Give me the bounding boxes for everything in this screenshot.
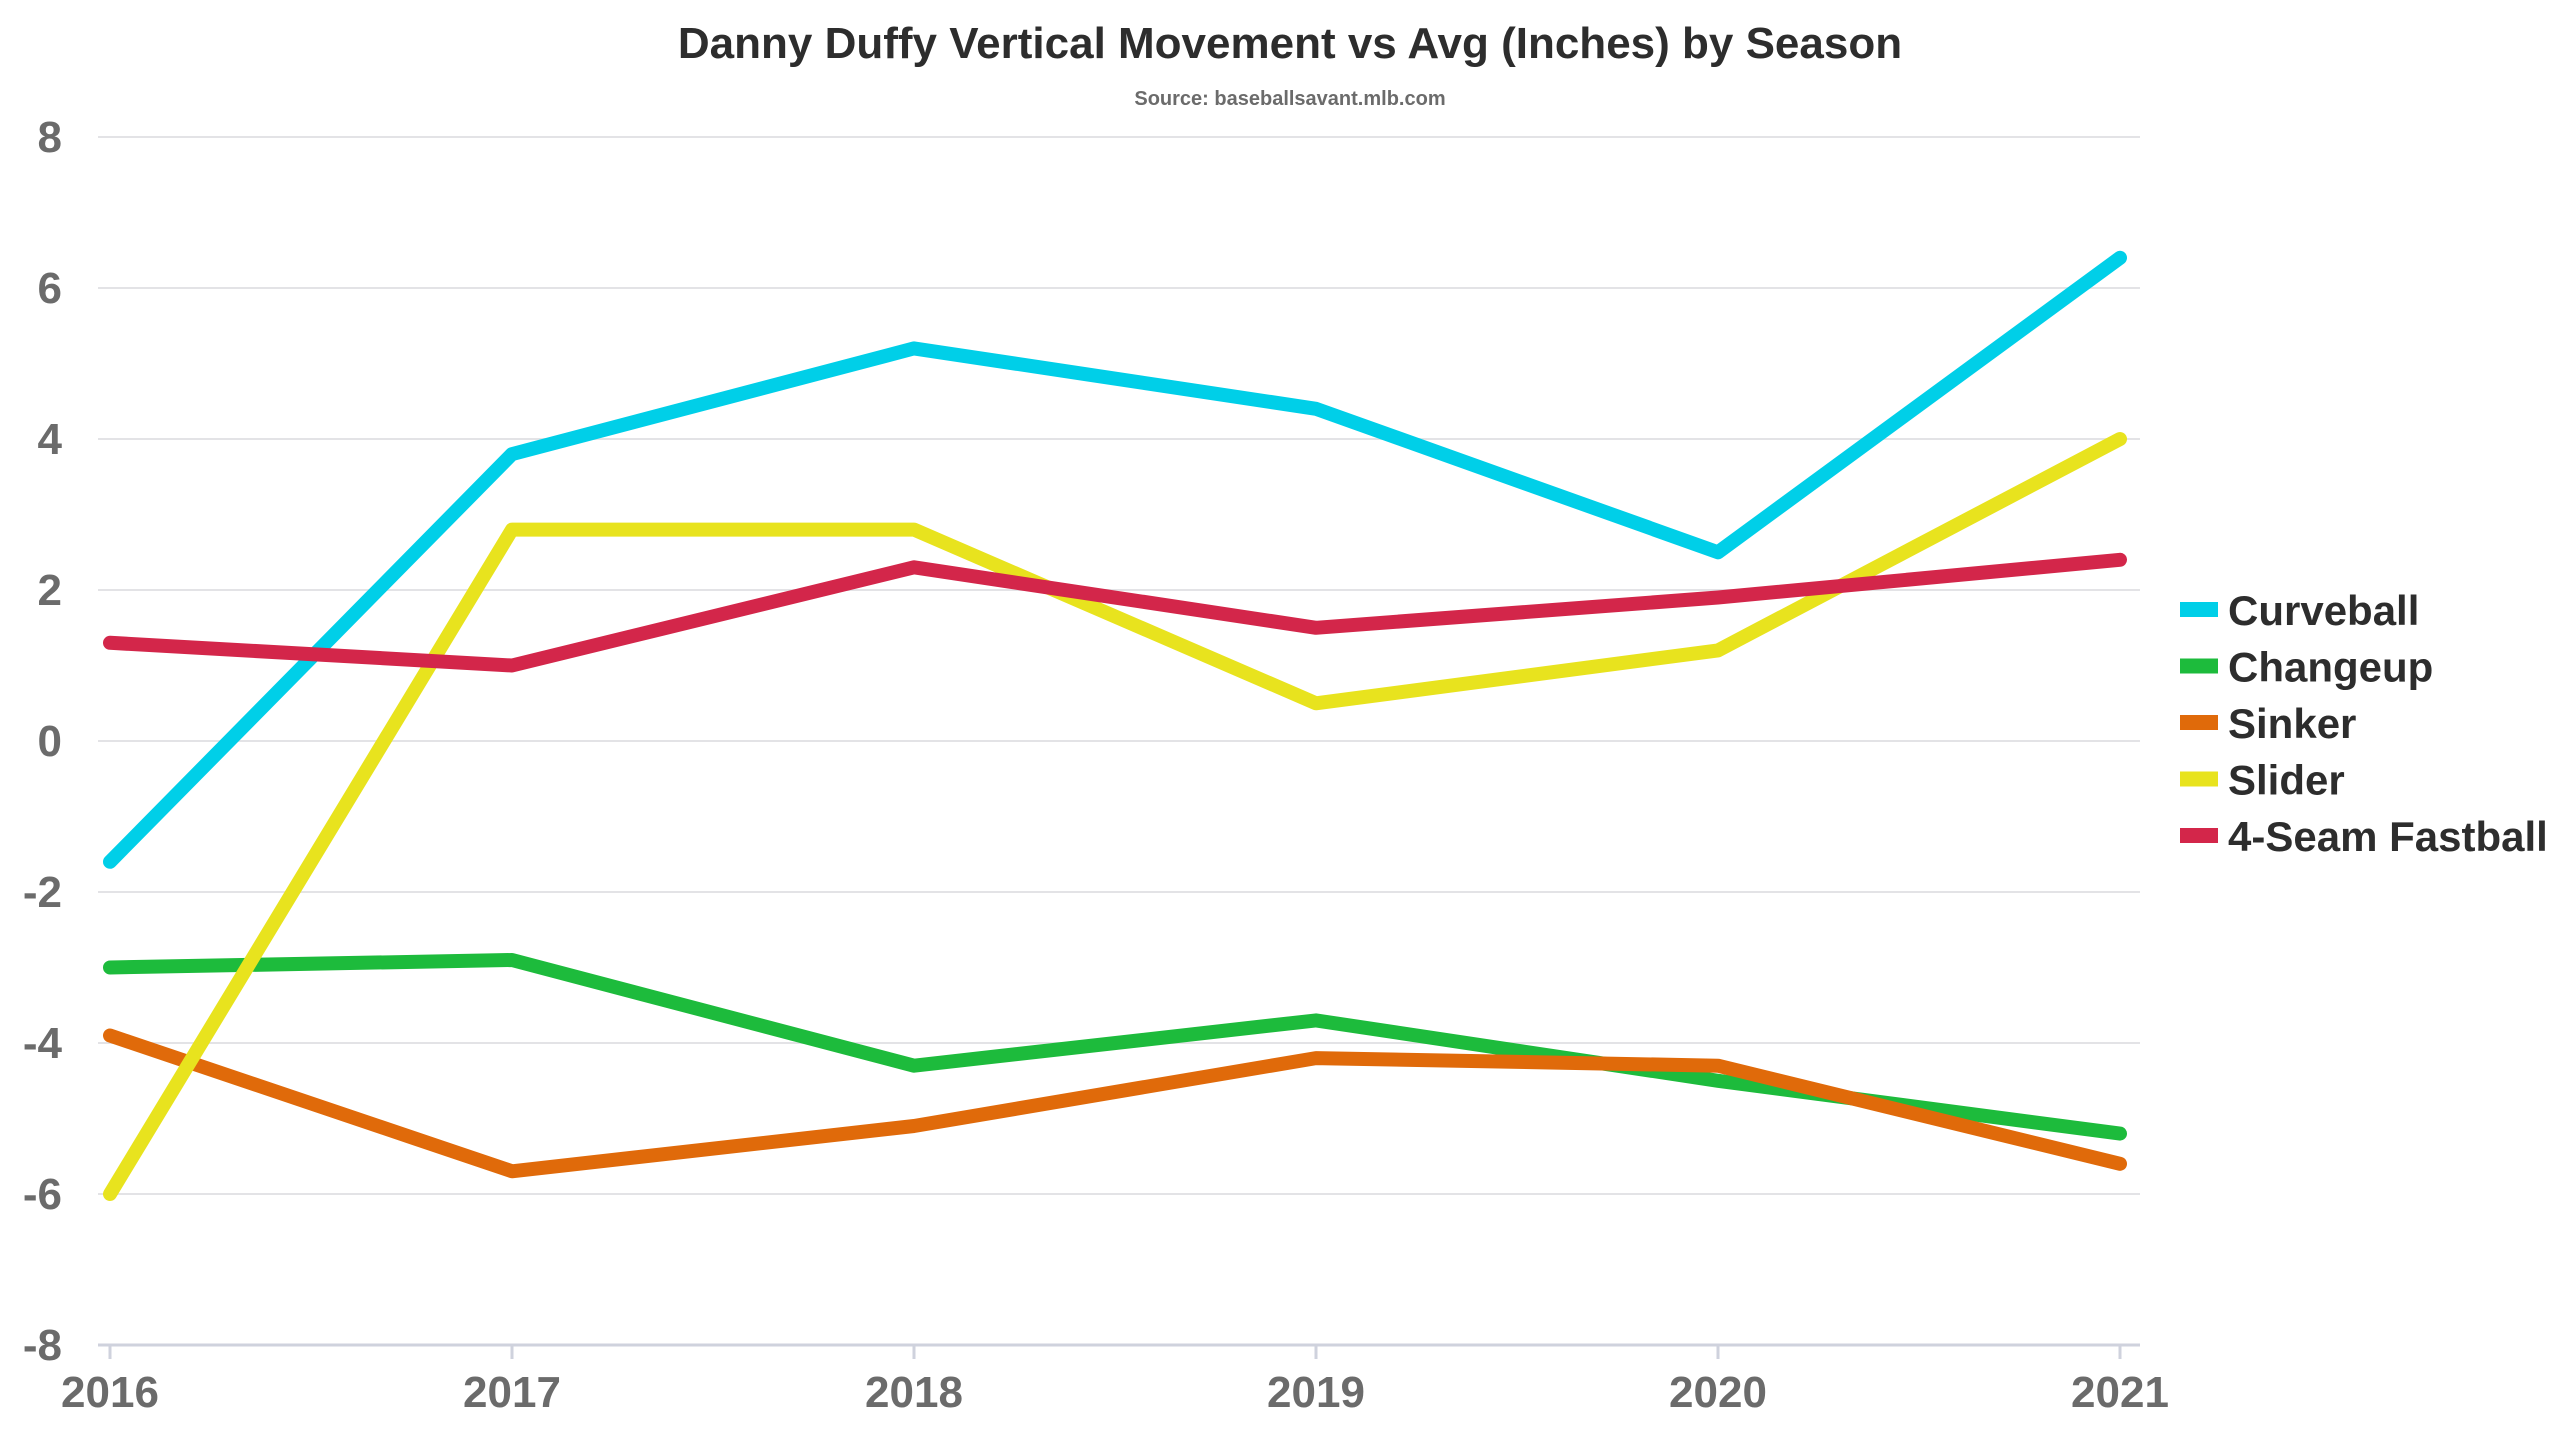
y-tick-label: -4 bbox=[23, 1019, 63, 1068]
series-line-slider bbox=[103, 432, 2127, 1201]
x-tick-label: 2019 bbox=[1267, 1368, 1365, 1417]
series-line-curveball bbox=[103, 250, 2127, 869]
x-tick-label: 2020 bbox=[1669, 1368, 1767, 1417]
chart-title: Danny Duffy Vertical Movement vs Avg (In… bbox=[678, 19, 1902, 68]
y-tick-label: 4 bbox=[38, 415, 63, 464]
legend-swatch bbox=[2180, 828, 2218, 843]
series-line-4-seam-fastball bbox=[103, 552, 2127, 673]
legend-swatch bbox=[2180, 715, 2218, 730]
x-tick-label: 2017 bbox=[463, 1368, 561, 1417]
series-line-changeup bbox=[103, 953, 2127, 1141]
x-tick-label: 2018 bbox=[865, 1368, 963, 1417]
y-tick-label: -8 bbox=[23, 1321, 62, 1370]
x-tick-label: 2016 bbox=[61, 1368, 159, 1417]
y-tick-label: 0 bbox=[38, 717, 62, 766]
legend-label: Changeup bbox=[2228, 644, 2433, 691]
y-tick-label: -2 bbox=[23, 868, 62, 917]
y-tick-label: 8 bbox=[38, 113, 62, 162]
y-tick-label: 6 bbox=[38, 264, 62, 313]
x-tick-label: 2021 bbox=[2071, 1368, 2169, 1417]
legend-swatch bbox=[2180, 771, 2218, 787]
legend-swatch bbox=[2180, 658, 2218, 674]
legend-label: Slider bbox=[2228, 757, 2345, 804]
chart-subtitle: Source: baseballsavant.mlb.com bbox=[1134, 88, 1445, 110]
legend-swatch bbox=[2180, 602, 2218, 617]
series-lines bbox=[103, 250, 2127, 1201]
legend-label: 4-Seam Fastball bbox=[2228, 813, 2548, 860]
series-line-sinker bbox=[103, 1028, 2127, 1179]
legend: Curveball Changeup Sinker Slider 4-Seam Fast… bbox=[2180, 587, 2548, 860]
y-tick-label: -6 bbox=[23, 1170, 62, 1219]
gridlines bbox=[98, 136, 2140, 1195]
legend-label: Sinker bbox=[2228, 700, 2356, 747]
y-tick-label: 2 bbox=[38, 566, 62, 615]
legend-label: Curveball bbox=[2228, 587, 2419, 634]
